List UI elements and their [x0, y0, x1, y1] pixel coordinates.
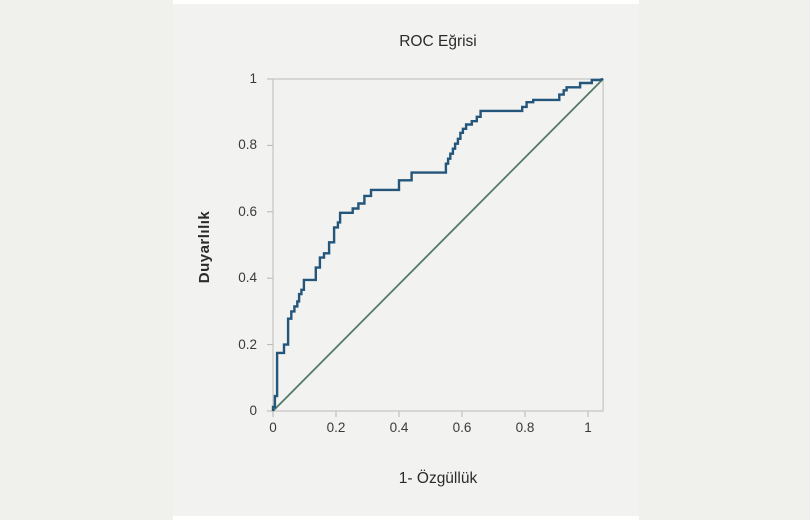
x-tick-label: 0.2	[326, 420, 346, 435]
chart-title: ROC Eğrisi	[399, 33, 477, 50]
x-tick-label: 1	[584, 420, 592, 435]
x-tick-label: 0	[269, 420, 277, 435]
plot-frame	[272, 78, 604, 412]
y-tick-label: 0.8	[238, 137, 257, 153]
x-tick-label: 0.8	[515, 420, 535, 435]
y-tick-label: 1	[249, 71, 257, 86]
y-tick-label: 0	[249, 403, 257, 418]
roc-curve	[271, 77, 604, 411]
x-tick-label: 0.6	[452, 420, 472, 435]
y-tick-label: 0.4	[238, 270, 257, 286]
y-axis-title: Duyarlılık	[196, 210, 213, 284]
y-tick-label: 0.6	[238, 203, 257, 219]
x-axis-title: 1- Özgüllük	[398, 470, 478, 487]
reference-diagonal	[272, 78, 604, 412]
x-tick-label: 0.4	[389, 420, 409, 435]
y-tick-label: 0.2	[238, 336, 257, 352]
